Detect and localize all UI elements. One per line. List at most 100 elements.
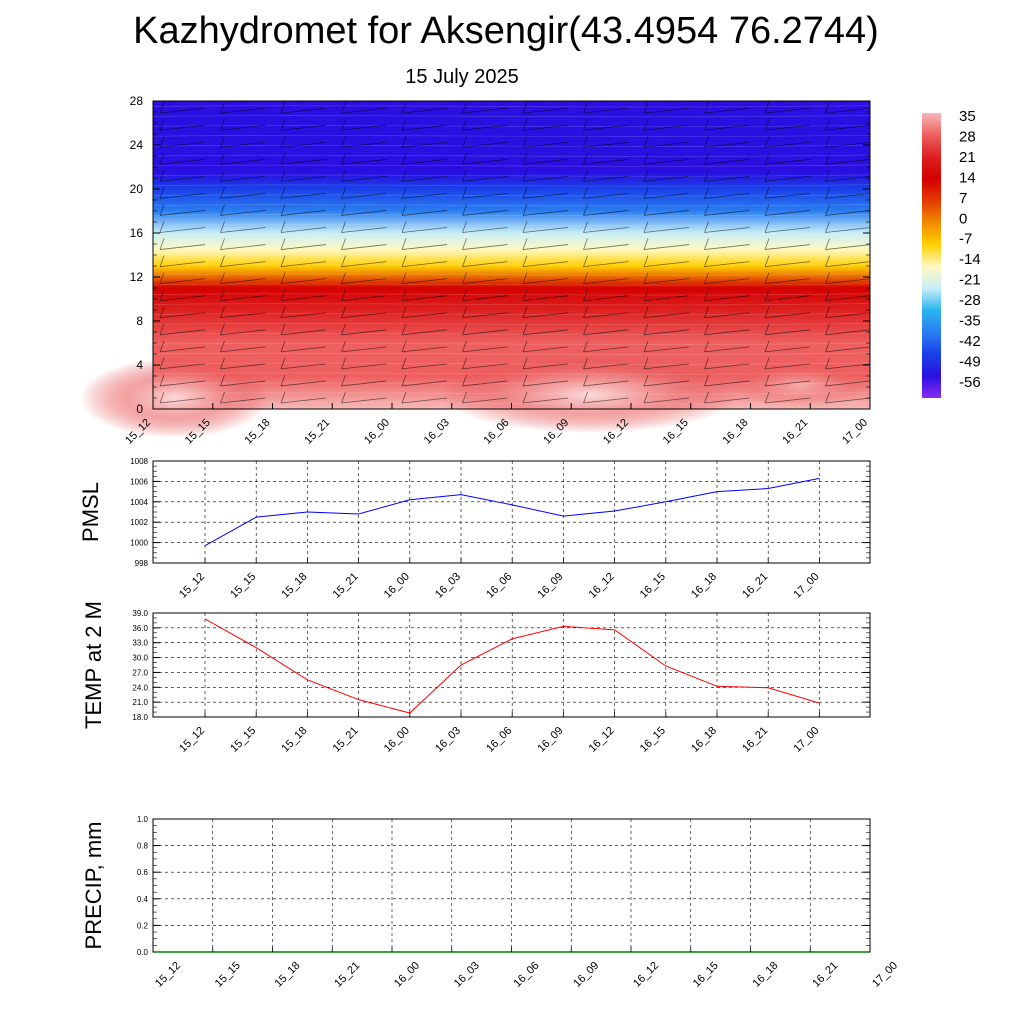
plot-frame [152,612,871,718]
wind-barb-shaft [704,210,750,216]
wind-barb-shaft [159,397,206,404]
wind-barb [825,340,871,353]
wind-barb-flag [764,255,770,267]
wind-barb-shaft [704,278,750,285]
wind-barb-flag [583,306,588,318]
wind-barb-shaft [764,295,811,302]
wind-barb-shaft [401,329,448,336]
wind-barb-flag [583,323,588,335]
wind-barb-flag [462,221,467,233]
wind-barb-shaft [825,329,871,336]
wind-barb-shaft [704,244,750,250]
contour-line [152,204,871,207]
wind-barb [704,204,750,216]
wind-barb [462,204,508,216]
wind-barb-shaft [220,141,266,148]
wind-barb-shaft [159,124,206,131]
wind-barb-flag [401,357,407,370]
wind-barb-flag [643,357,649,370]
wind-barb [704,357,750,370]
wind-barb-flag [220,238,225,250]
wind-barb [764,221,811,233]
wind-barb-flag [401,102,407,114]
wind-barb-shaft [583,158,629,165]
wind-barb-shaft [280,107,327,114]
wind-barb-flag [764,391,770,404]
wind-barb-shaft [583,227,629,233]
wind-barb-shaft [764,141,811,148]
wind-barb-shaft [583,124,629,131]
contour-line [152,332,871,335]
contour-line [152,352,871,355]
wind-barb [522,238,569,250]
wind-barb-flag [825,204,830,216]
wind-barb [643,153,690,165]
x-tick-label: 16_12 [587,725,617,755]
data-point [409,499,411,501]
data-point [306,679,308,681]
wind-barb [341,221,387,233]
colorbar-bar [922,113,941,398]
wind-barb [704,170,750,182]
x-tick-label: 16_18 [689,725,719,755]
wind-barb-shaft [764,158,811,165]
wind-barb [764,238,811,250]
wind-barb-flag [341,102,346,114]
y-tick-label: 1004 [130,498,148,507]
wind-barb [704,374,750,387]
wind-barb-flag [825,238,830,250]
wind-barb [159,357,206,370]
wind-barb-flag [401,255,407,267]
contour-line [152,402,871,405]
wind-barb-flag [825,119,830,131]
wind-barb [280,119,327,131]
wind-barb [583,204,629,216]
wind-barb-shaft [643,346,690,353]
wind-barb-shaft [159,107,206,114]
wind-barb-shaft [583,210,629,216]
wind-barb [704,323,750,336]
x-tick-label: 16_06 [512,960,542,990]
wind-barb-shaft [462,244,508,250]
x-tick-label: 17_00 [791,725,821,755]
wind-barb [522,204,569,216]
y-tick-label: 36.0 [132,624,148,633]
wind-barb-shaft [643,278,690,285]
wind-barb-shaft [462,124,508,131]
wind-barb [583,170,629,182]
wind-barb-shaft [643,175,690,182]
wind-barb [220,306,266,319]
wind-barb [522,323,569,336]
y-tick-label: 1.0 [137,815,149,824]
wind-barb-shaft [643,210,690,216]
colorbar-label: -42 [959,333,981,350]
colorbar: 35 28 21 14 7 0 -7 -14 -21 -28 -35 -42 -49 -56 [922,108,981,398]
wind-barb-flag [220,374,225,387]
wind-barb-shaft [159,261,206,267]
x-tick-label: 16_03 [433,725,463,755]
wind-barb-flag [220,170,225,182]
wind-barb-flag [159,374,165,387]
wind-barb-shaft [643,244,690,250]
x-tick-label: 15_21 [302,417,332,447]
wind-barb-flag [220,272,225,284]
wind-barb-shaft [704,141,750,148]
wind-barb [220,391,266,404]
x-tick-label: 16_03 [422,417,452,447]
wind-barb-shaft [522,210,569,216]
wind-barb [159,255,206,267]
x-tick-label: 16_21 [780,417,810,447]
data-point [357,513,359,515]
wind-barb-flag [522,391,528,404]
wind-barb-shaft [401,175,448,182]
wind-barb [462,221,508,233]
wind-barb [462,255,508,267]
contour-line [152,283,871,286]
colorbar-label: -49 [959,353,981,370]
wind-barb [280,153,327,165]
wind-barb [764,119,811,131]
wind-barb-flag [280,357,286,370]
wind-barb [220,323,266,336]
wind-barb-flag [280,323,286,335]
wind-barb [401,323,448,336]
